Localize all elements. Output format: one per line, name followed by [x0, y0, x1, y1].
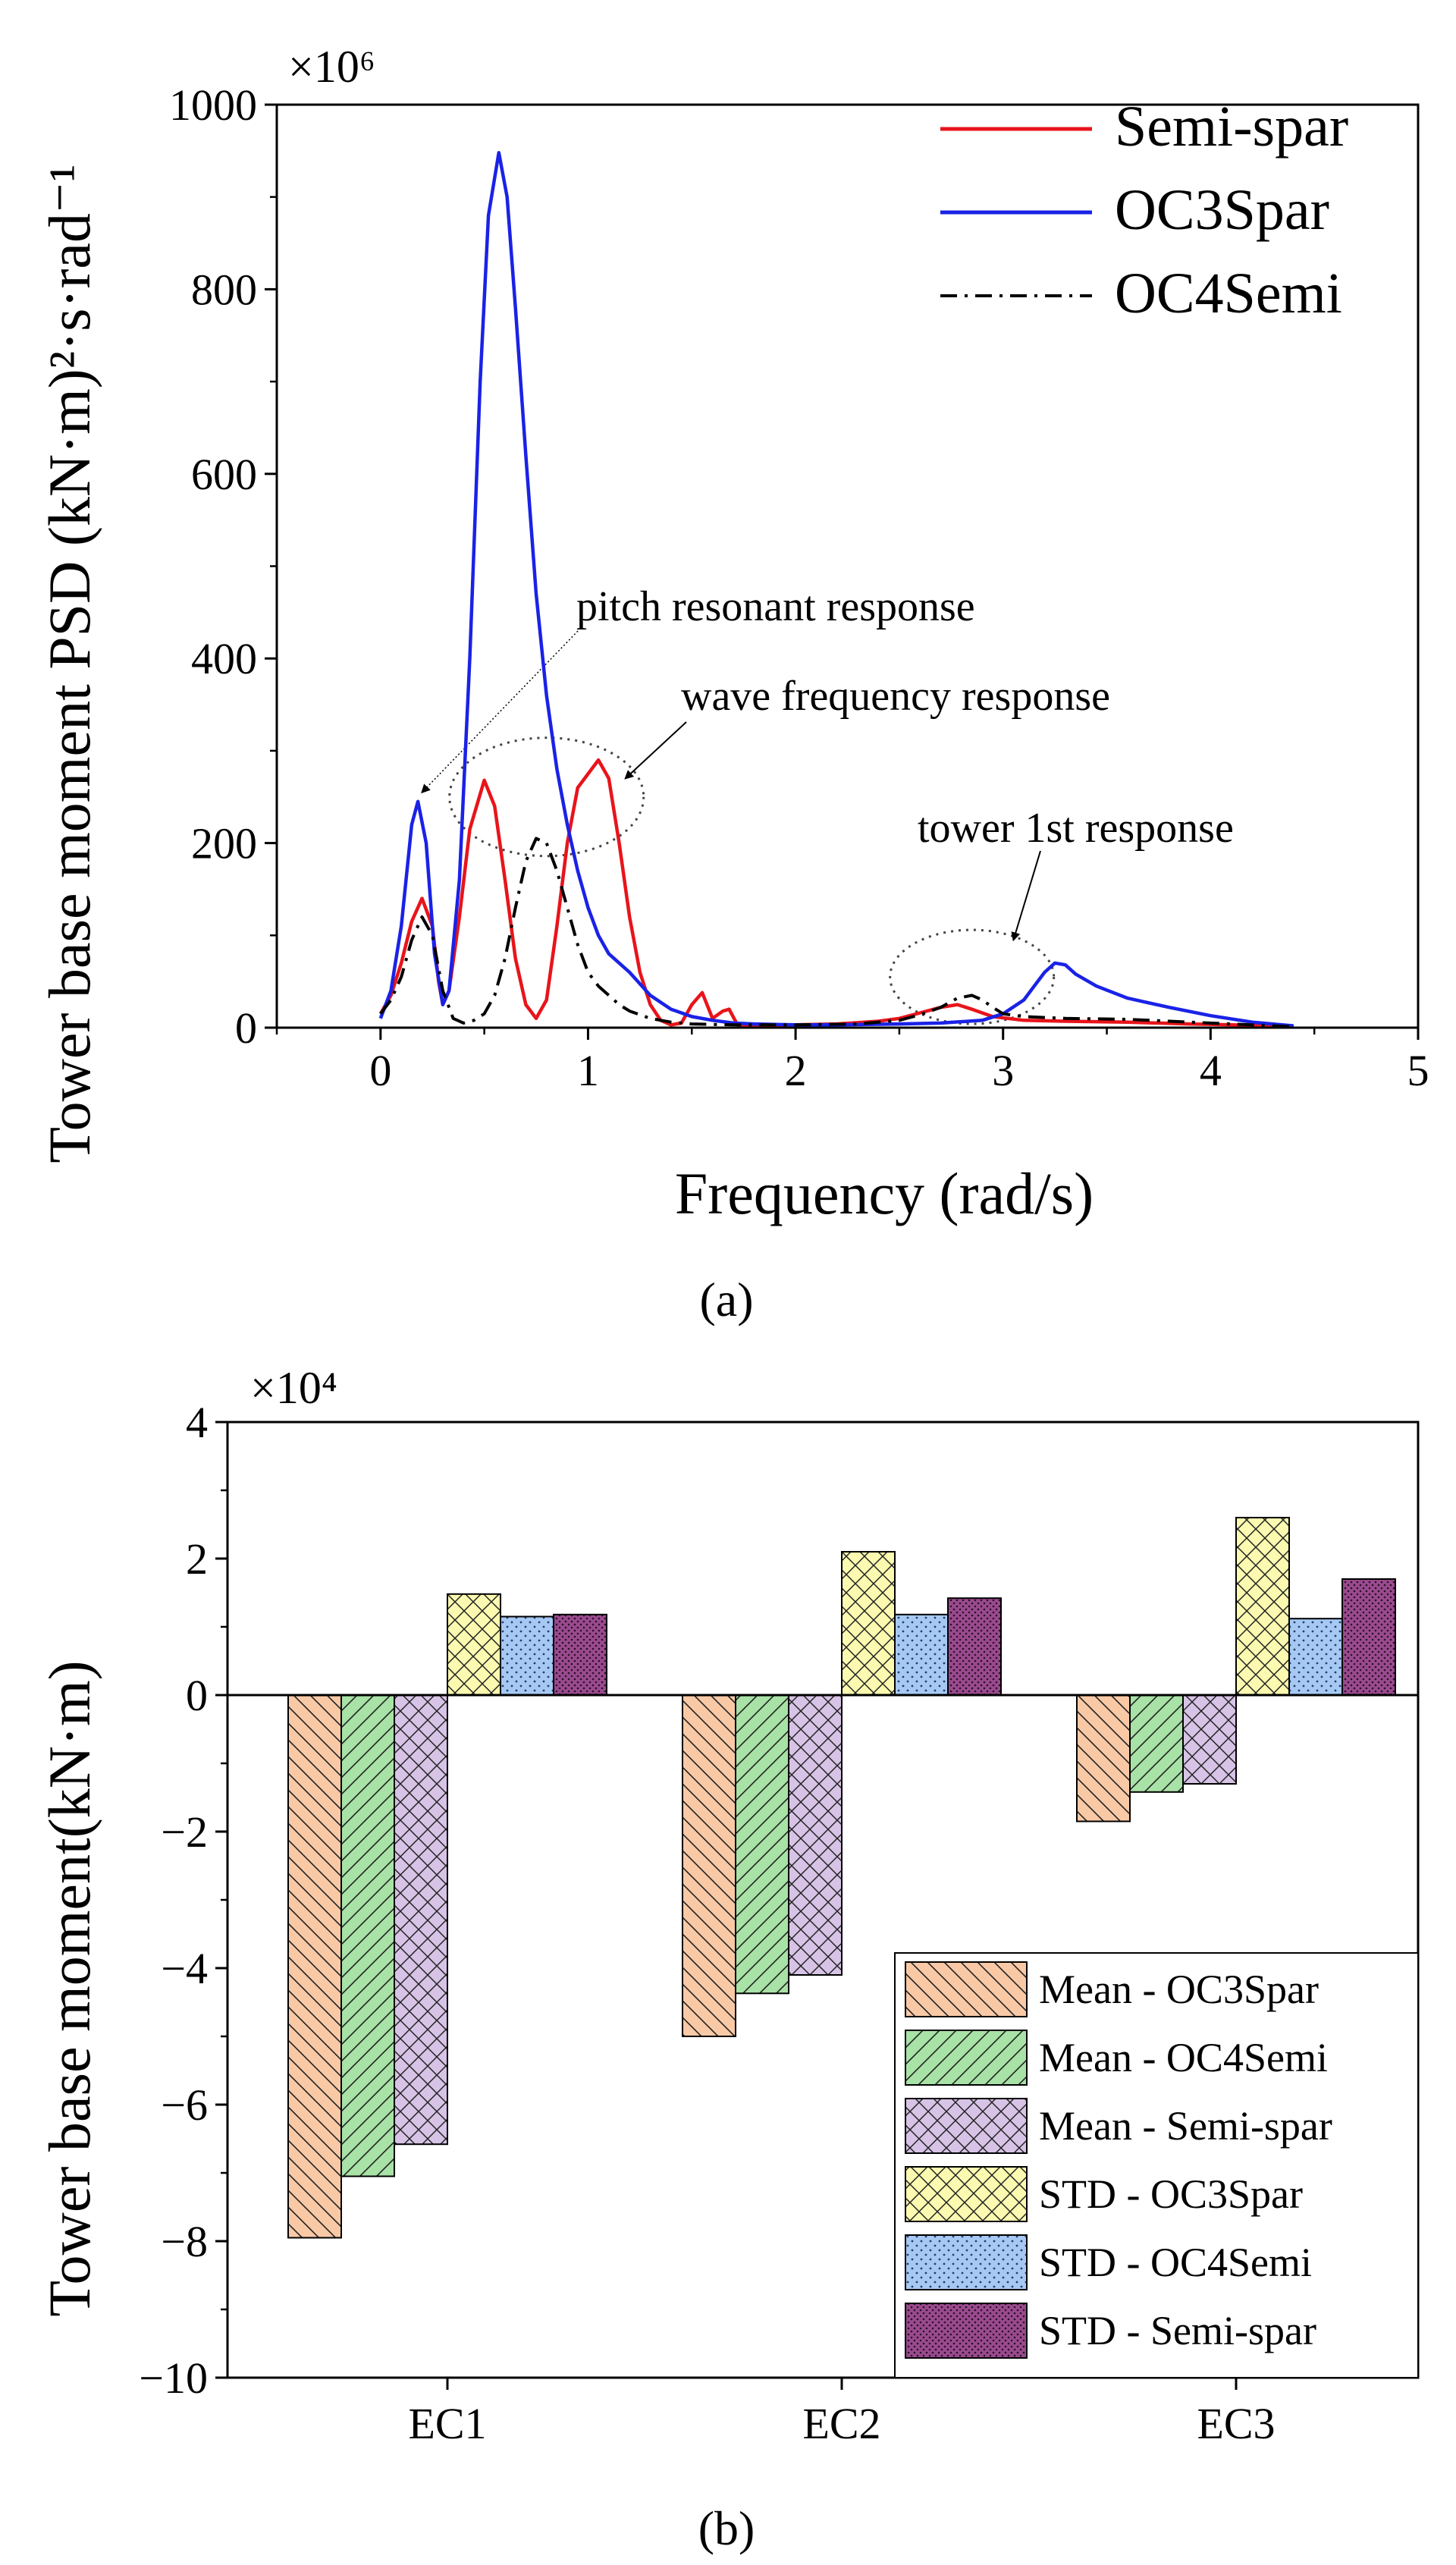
bar-ec1-std-oc3spar: [447, 1593, 501, 1697]
bar-ec2-std-oc3spar: [841, 1551, 896, 1696]
bar-ec3-std-oc4semi: [1288, 1618, 1343, 1696]
annotation-tower-1st: tower 1st response: [918, 805, 1234, 852]
bar-ec3-std-semi-spar: [1341, 1578, 1396, 1696]
annotation-arrow-tower: [1011, 850, 1041, 942]
annotation-pitch-resonant: pitch resonant response: [576, 583, 975, 630]
legend-swatch: [905, 2030, 1028, 2086]
legend-label: STD - Semi-spar: [1039, 2308, 1316, 2353]
y-tick-label: 600: [191, 450, 257, 499]
annotation-marks: [421, 630, 1056, 1025]
panel-label-b: (b): [698, 2501, 755, 2555]
y-tick-label: 400: [191, 634, 257, 683]
bar-ec1-mean-semi-spar: [394, 1694, 448, 2146]
y-tick-label: −8: [161, 2217, 208, 2266]
x-tick-label: 2: [785, 1046, 807, 1095]
bar-ec2-std-oc4semi: [894, 1613, 949, 1697]
y-tick-label: −6: [161, 2080, 208, 2130]
legend: Mean - OC3Spar Mean - OC4Semi Mean - Semi-…: [894, 1952, 1419, 2378]
y-axis-title: Tower base moment PSD (kN·m)²·s·rad⁻¹: [36, 164, 102, 1163]
bar-ec2-mean-oc3spar: [682, 1694, 736, 2037]
x-tick-label: 5: [1407, 1046, 1429, 1095]
y-tick-label: −4: [161, 1944, 208, 1993]
legend-swatch: [905, 2234, 1028, 2290]
y-tick-label: −2: [161, 1807, 208, 1857]
bar-ec1-mean-oc4semi: [340, 1694, 395, 2177]
annotation-ellipse-tower: [889, 928, 1056, 1025]
legend-label: OC4Semi: [1115, 262, 1342, 325]
x-tick-label: 4: [1200, 1046, 1222, 1095]
bars: [287, 1517, 1396, 2239]
bar-ec1-mean-oc3spar: [287, 1694, 342, 2239]
annotation-wave-frequency: wave frequency response: [681, 673, 1110, 720]
legend-label: STD - OC4Semi: [1039, 2240, 1312, 2285]
legend: Semi-spar OC3Spar OC4Semi: [940, 95, 1348, 325]
bar-ec2-mean-semi-spar: [788, 1694, 843, 1976]
panel-label-a: (a): [699, 1273, 753, 1326]
bar-ec3-mean-oc3spar: [1076, 1694, 1131, 1822]
legend-label: OC3Spar: [1115, 178, 1329, 242]
y-tick-label: −10: [139, 2353, 208, 2403]
y-tick-label: 0: [186, 1671, 208, 1720]
legend-label: Mean - OC4Semi: [1039, 2035, 1328, 2080]
annotation-arrow-wave: [624, 721, 687, 780]
y-tick-label: 200: [191, 819, 257, 868]
legend-label: Semi-spar: [1115, 95, 1348, 159]
legend-label: Mean - OC3Spar: [1039, 1967, 1319, 2012]
legend-swatch: [905, 2303, 1028, 2359]
annotation-ellipse-wave: [448, 736, 645, 858]
bar-ec3-std-oc3spar: [1235, 1517, 1290, 1696]
y-tick-label: 800: [191, 265, 257, 314]
y-axis-title: Tower base moment(kN·m): [36, 1660, 102, 2316]
x-tick-label: 0: [369, 1046, 391, 1095]
legend-label: STD - OC3Spar: [1039, 2171, 1303, 2217]
tower-base-moment-bar-chart: −10 −8 −6 −4 −2 0 2 4 EC1 EC2 EC3 ×10⁴ Tower base …: [36, 1363, 1420, 2555]
y-tick-label: 1000: [169, 80, 257, 130]
bar-ec3-mean-semi-spar: [1182, 1694, 1237, 1785]
bar-ec2-mean-oc4semi: [735, 1694, 789, 1995]
x-tick-label: EC2: [802, 2399, 880, 2448]
series-line-oc4semi: [379, 837, 1294, 1028]
x-tick-label: 3: [992, 1046, 1014, 1095]
legend-swatch: [905, 1961, 1028, 2017]
y-multiplier: ×10⁴: [250, 1363, 337, 1413]
axes: 0 1 2 3 4 5 0 200 400 600 800 1000: [169, 80, 1429, 1095]
bar-ec1-std-oc4semi: [500, 1615, 554, 1696]
series-lines: [378, 151, 1294, 1029]
legend-swatch: [905, 2166, 1028, 2222]
plot-frame: [275, 103, 1420, 1029]
annotation-arrow-pitch: [421, 630, 579, 794]
y-multiplier: ×10⁶: [288, 42, 375, 92]
bar-ec1-std-semi-spar: [553, 1613, 607, 1697]
axes: −10 −8 −6 −4 −2 0 2 4 EC1 EC2 EC3: [139, 1398, 1420, 2448]
series-line-semi-spar: [378, 758, 1294, 1029]
x-axis-title: Frequency (rad/s): [675, 1160, 1094, 1226]
y-tick-label: 4: [186, 1398, 208, 1447]
x-tick-label: 1: [577, 1046, 599, 1095]
legend-swatch: [905, 2098, 1028, 2154]
x-tick-label: EC1: [408, 2399, 486, 2448]
bar-ec3-mean-oc4semi: [1129, 1694, 1184, 1793]
psd-line-chart: 0 1 2 3 4 5 0 200 400 600 800 1000 ×10⁶ Frequency (…: [36, 42, 1429, 1326]
y-tick-label: 2: [186, 1534, 208, 1584]
y-tick-label: 0: [235, 1003, 257, 1053]
legend-label: Mean - Semi-spar: [1039, 2103, 1332, 2149]
x-tick-label: EC3: [1197, 2399, 1275, 2448]
series-line-oc3spar: [378, 151, 1294, 1028]
bar-ec2-std-semi-spar: [947, 1597, 1002, 1696]
